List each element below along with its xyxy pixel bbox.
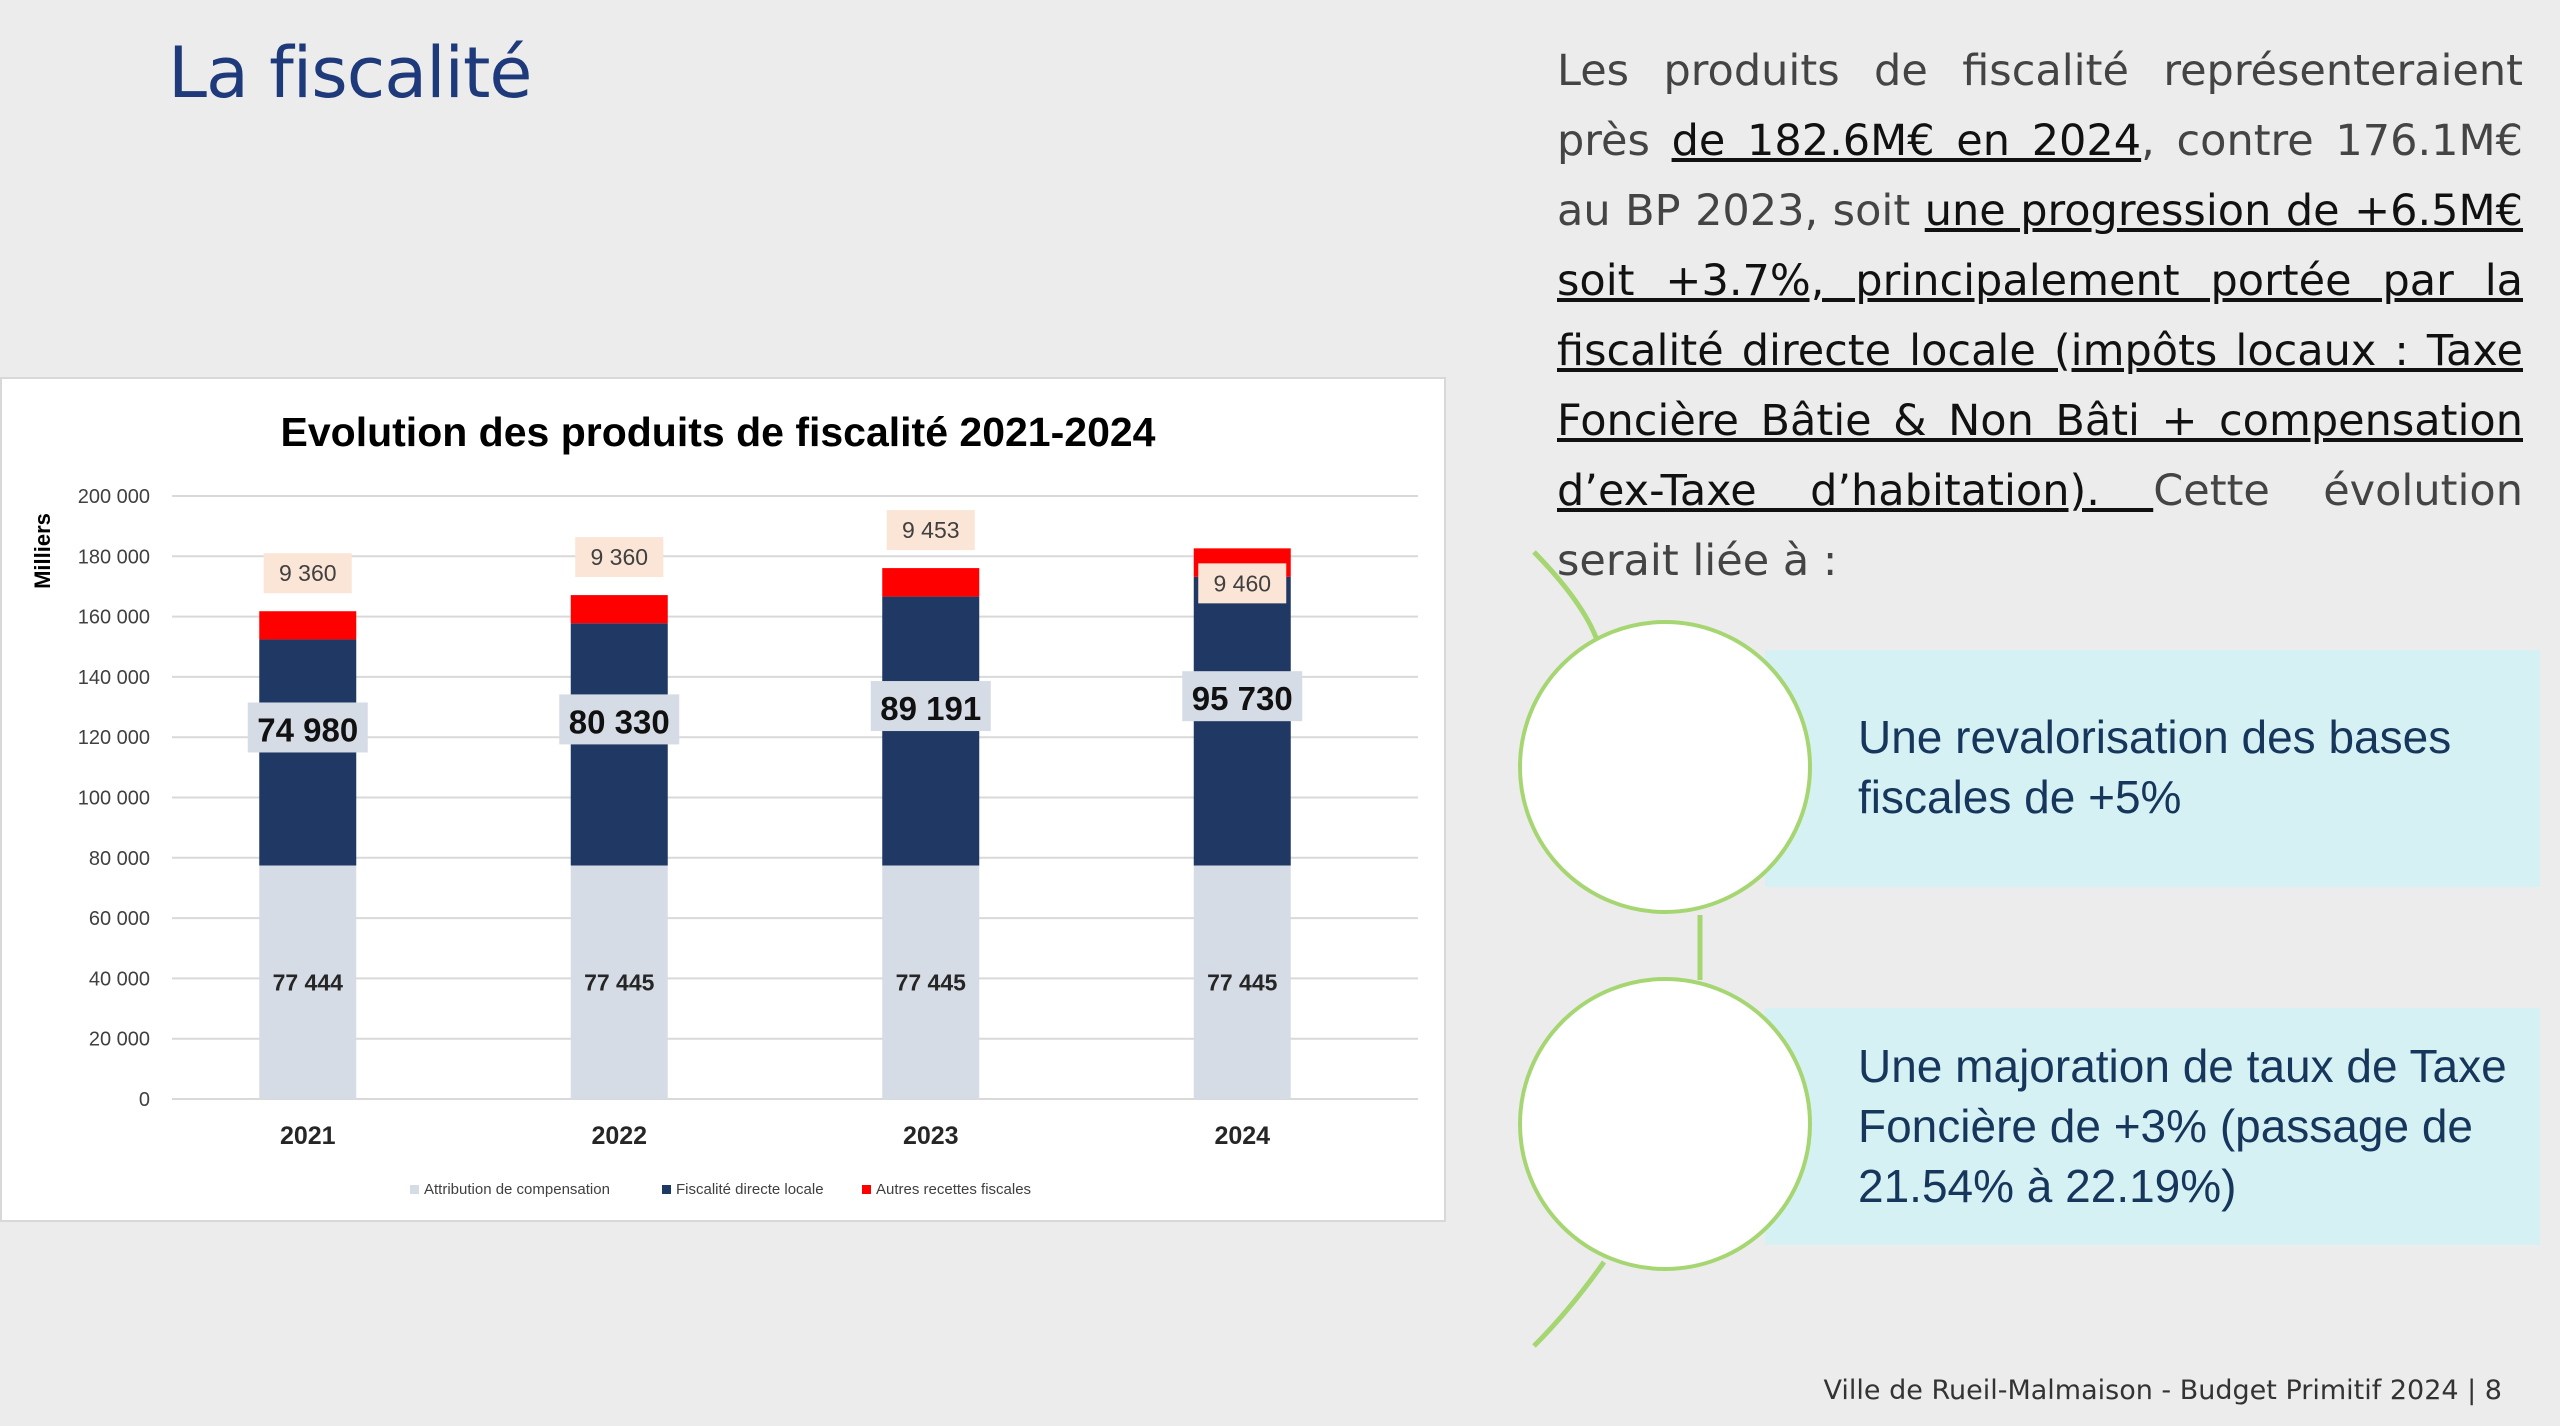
data-label: 80 330	[569, 703, 670, 740]
y-tick-label: 100 000	[78, 788, 150, 810]
slide-title: La fiscalité	[168, 32, 532, 114]
summary-highlight-1: de 182.6M€ en 2024	[1671, 116, 2142, 166]
summary-text-2: , contre 176.1M€ au BP 2023, soit	[1557, 116, 2523, 236]
legend-swatch	[862, 1185, 871, 1194]
y-tick-label: 140 000	[78, 667, 150, 689]
data-label-box	[247, 702, 368, 753]
data-label: 74 980	[257, 711, 358, 748]
bar-segment	[882, 568, 980, 597]
y-tick-label: 120 000	[78, 727, 150, 749]
point-circle-2	[1518, 977, 1812, 1271]
data-label: 95 730	[1192, 680, 1293, 717]
data-label: 77 444	[273, 969, 344, 995]
point-circle-1	[1518, 620, 1812, 914]
point-box-2	[1765, 1008, 2540, 1245]
data-label: 89 191	[880, 690, 981, 727]
data-label: 77 445	[1207, 969, 1278, 995]
summary-text-1: Les produits de fiscalité représenteraie…	[1557, 46, 2523, 166]
y-tick-label: 200 000	[78, 486, 150, 508]
chart-title: Evolution des produits de fiscalité 2021…	[281, 409, 1156, 455]
bar-segment	[259, 611, 357, 640]
y-tick-label: 40 000	[89, 968, 150, 990]
y-axis-label: Milliers	[30, 513, 55, 589]
fiscalite-chart: Evolution des produits de fiscalité 2021…	[30, 409, 1418, 1198]
data-label: 77 445	[896, 969, 967, 995]
y-tick-label: 60 000	[89, 908, 150, 930]
legend-label: Fiscalité directe locale	[676, 1181, 824, 1198]
x-tick-label: 2022	[591, 1122, 647, 1150]
summary-highlight-2: une progression de +6.5M€ soit +3.7%, pr…	[1557, 186, 2523, 516]
y-tick-label: 0	[139, 1089, 150, 1111]
x-tick-label: 2021	[280, 1122, 336, 1150]
x-tick-label: 2024	[1214, 1122, 1270, 1150]
bar-segment	[570, 865, 668, 1099]
bar-segment	[882, 865, 980, 1099]
y-tick-label: 80 000	[89, 848, 150, 870]
point-text-2: Une majoration de taux de Taxe Foncière …	[1858, 1040, 2507, 1212]
bar-segment	[570, 595, 668, 624]
bar-segment	[259, 865, 357, 1099]
bar-segment	[1193, 865, 1291, 1099]
y-tick-label: 180 000	[78, 546, 150, 568]
data-label-box	[886, 510, 975, 551]
data-label-box	[1182, 671, 1303, 722]
legend-label: Autres recettes fiscales	[876, 1181, 1031, 1198]
legend-swatch	[662, 1185, 671, 1194]
summary-text-3: Cette évolution serait liée à :	[1557, 466, 2523, 586]
summary-paragraph: Les produits de fiscalité représenteraie…	[1557, 36, 2523, 596]
data-label: 9 360	[279, 560, 337, 586]
data-label: 77 445	[584, 969, 655, 995]
data-label: 9 453	[902, 517, 960, 543]
data-label-box	[559, 694, 680, 745]
data-label: 9 360	[590, 544, 648, 570]
slide-footer: Ville de Rueil-Malmaison - Budget Primit…	[1823, 1375, 2502, 1406]
x-tick-label: 2023	[903, 1122, 959, 1150]
data-label-box	[575, 537, 664, 578]
legend-swatch	[410, 1185, 419, 1194]
data-label-box	[1198, 563, 1287, 604]
chart-card: Evolution des produits de fiscalité 2021…	[0, 377, 1446, 1222]
point-box-1	[1765, 650, 2540, 887]
data-label-box	[263, 553, 352, 594]
data-label-box	[870, 681, 991, 732]
data-label: 9 460	[1213, 570, 1271, 596]
legend-label: Attribution de compensation	[424, 1181, 610, 1198]
point-text-1: Une revalorisation des bases fiscales de…	[1858, 711, 2452, 823]
y-tick-label: 160 000	[78, 607, 150, 629]
y-tick-label: 20 000	[89, 1029, 150, 1051]
